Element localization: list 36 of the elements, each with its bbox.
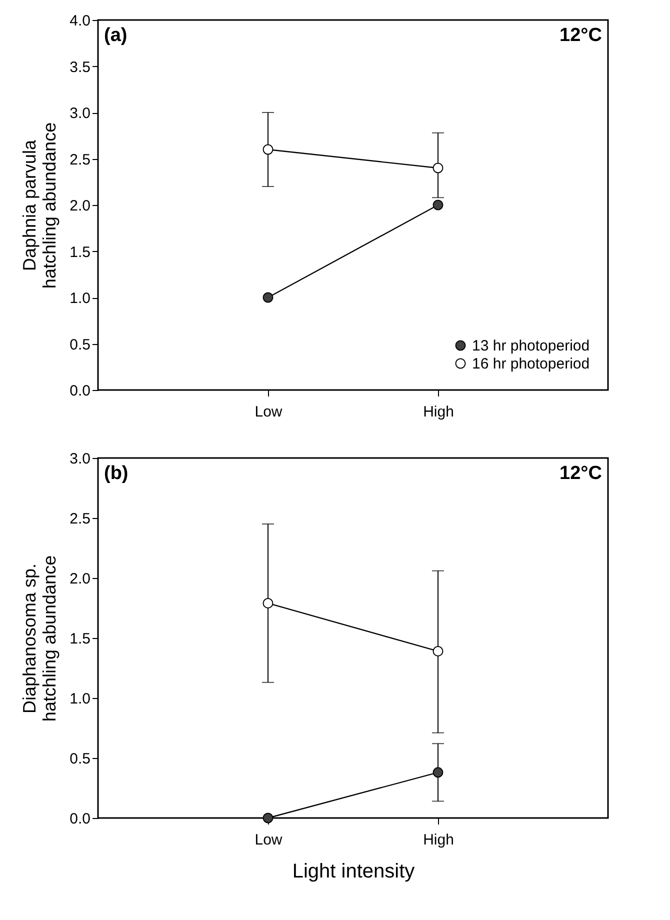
legend-label: 13 hr photoperiod [472,338,590,354]
y-tick-label: 3.0 [70,450,90,468]
y-tick-label: 4.0 [70,12,90,30]
point [432,200,444,210]
y-tick-label: 3.5 [70,58,90,76]
point [432,767,444,778]
x-tick-label: High [423,832,454,848]
x-axis-title: Light intensity [292,860,415,882]
y-tick-label: 2.5 [70,510,90,528]
y-tick-label: 0.5 [70,336,90,354]
annotation: 12°C [560,25,602,46]
point [262,598,274,608]
annotation: (b) [104,463,128,484]
y-tick-label: 2.0 [70,198,90,214]
y-tick-label: 0.5 [70,750,90,768]
x-tick-label: Low [254,832,282,848]
point [262,292,274,303]
x-tick-label: Low [254,404,282,420]
y-axis-title: Daphnia parvula hatchling abundance [20,122,60,289]
point [432,646,444,656]
annotation: 12°C [560,463,602,484]
x-tick-label: High [423,404,454,420]
point [432,162,444,174]
point [262,144,274,155]
y-tick-label: 1.0 [70,290,90,307]
y-tick-label: 3.0 [70,105,90,122]
y-tick-label: 2.5 [70,151,90,168]
y-tick-label: 1.5 [70,630,90,648]
y-tick-label: 0.0 [70,810,90,828]
annotation: (a) [104,25,128,46]
y-tick-label: 0.0 [70,382,90,400]
legend-label: 16 hr photoperiod [472,356,590,372]
y-tick-label: 1.0 [70,690,90,708]
y-tick-label: 1.5 [70,244,90,261]
y-axis-title: Diaphanosoma sp. hatchling abundance [20,555,60,722]
y-tick-label: 2.0 [70,570,90,588]
